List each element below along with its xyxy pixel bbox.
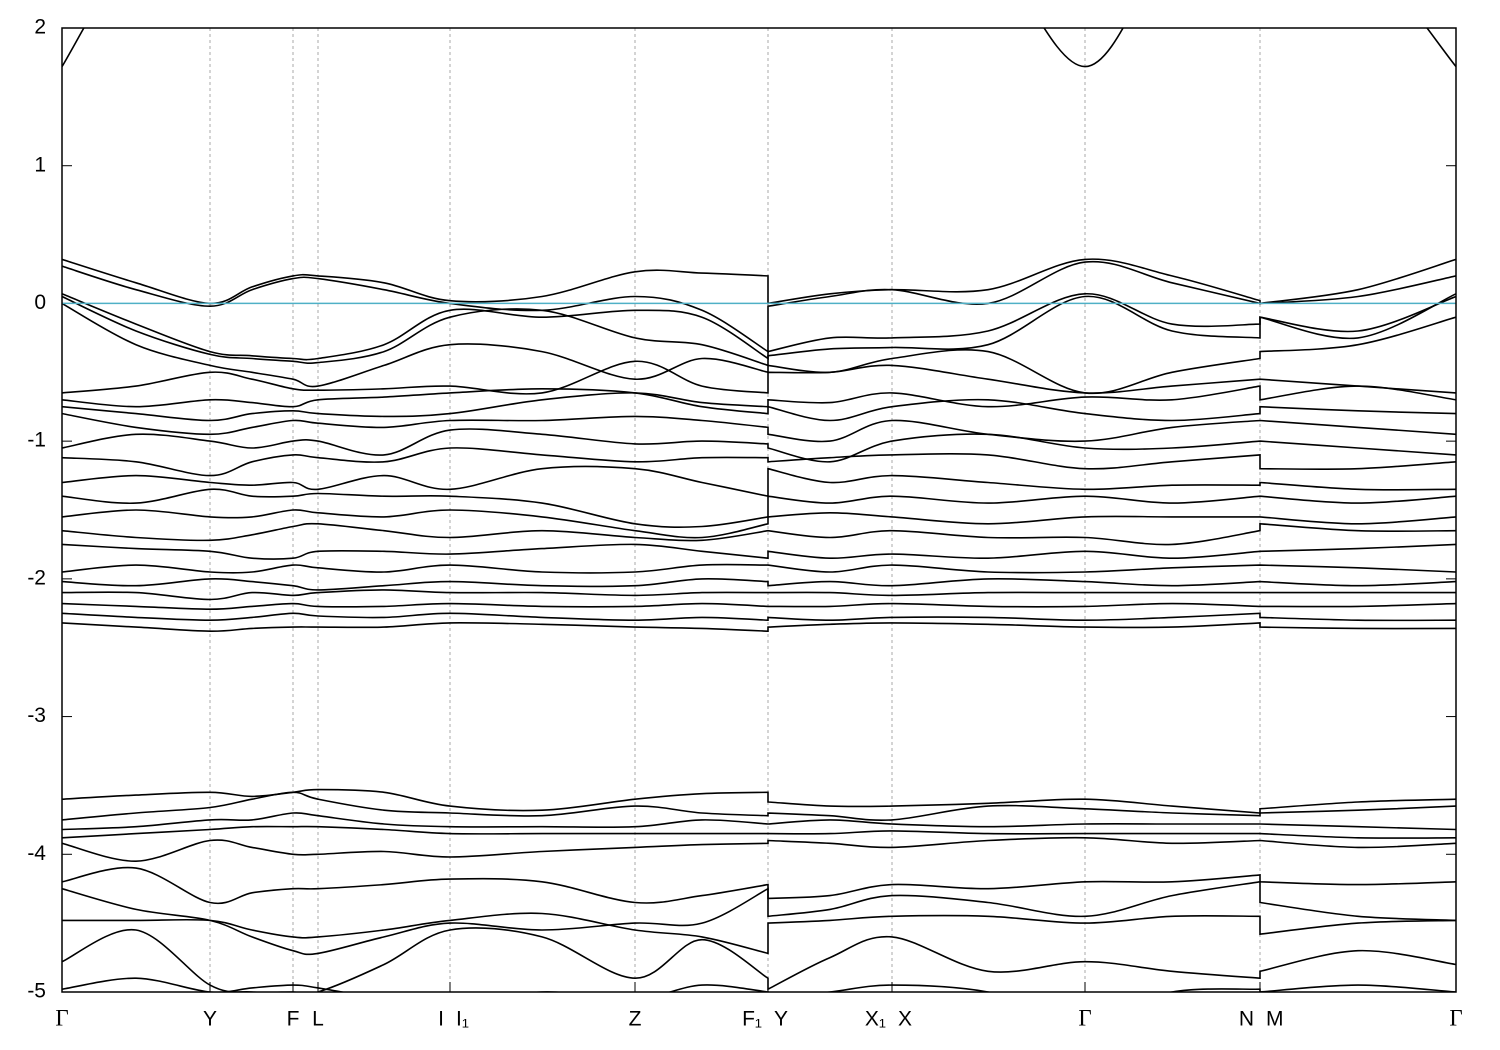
band-line	[62, 912, 1456, 955]
band-line	[62, 602, 1456, 611]
band-line	[62, 392, 1456, 422]
band-line	[62, 412, 1456, 443]
band-line	[62, 258, 1456, 305]
band-line	[62, 791, 1456, 822]
band-line	[62, 488, 1456, 528]
labels: 2 1 0 -1 -2 -3 -4 -5 Γ Y F L I I₁ Z F₁ Y X₁ X Γ N M Γ	[27, 16, 1462, 1031]
band-line	[62, 295, 1456, 367]
x-tick-label: Y	[203, 1008, 217, 1031]
band-line	[62, 28, 1456, 68]
band-line	[62, 543, 1456, 560]
band-line	[62, 577, 1456, 591]
y-tick-label: -1	[27, 429, 46, 452]
x-tick-label: X₁	[865, 1008, 886, 1031]
band-line	[62, 788, 1456, 814]
y-tick-label: 1	[34, 153, 46, 176]
band-line	[62, 812, 1456, 831]
y-tick-label: -4	[27, 842, 46, 865]
band-line	[62, 447, 1456, 477]
x-tick-label: F	[287, 1008, 300, 1031]
band-line	[62, 385, 1456, 415]
x-tick-label: I	[438, 1008, 444, 1031]
band-line	[62, 612, 1456, 622]
band-line	[62, 465, 1456, 498]
y-tick-label: -5	[27, 980, 46, 1003]
band-line	[62, 825, 1456, 839]
x-tick-label: Z	[629, 1008, 642, 1031]
x-tick-label: L	[312, 1008, 324, 1031]
x-tick-label: Γ	[1449, 1005, 1462, 1030]
band-line	[62, 622, 1456, 633]
x-tick-label: Y	[774, 1008, 788, 1031]
y-tick-label: 2	[34, 16, 46, 39]
y-tick-label: 0	[34, 291, 46, 314]
band-line	[62, 563, 1456, 574]
y-tick-label: -2	[27, 566, 46, 589]
band-line	[62, 428, 1456, 463]
band-line	[62, 927, 1456, 992]
bands	[62, 28, 1456, 992]
x-tick-label: M	[1266, 1008, 1284, 1031]
band-line	[62, 866, 1456, 905]
plot-frame	[61, 27, 1457, 993]
band-line	[62, 589, 1456, 601]
x-tick-label: N	[1239, 1008, 1254, 1031]
band-line	[62, 292, 1456, 361]
grid	[61, 27, 1457, 993]
band-line	[62, 360, 1456, 395]
band-line	[62, 302, 1456, 395]
x-tick-label: F₁	[742, 1008, 762, 1031]
band-line	[62, 880, 1456, 956]
band-line	[62, 836, 1456, 863]
band-line	[62, 509, 1456, 539]
x-tick-label: X	[898, 1008, 912, 1031]
y-tick-label: -3	[27, 704, 46, 727]
x-tick-label: Γ	[55, 1005, 68, 1030]
band-line	[62, 522, 1456, 546]
x-tick-label: Γ	[1078, 1005, 1091, 1030]
x-tick-label: I₁	[456, 1008, 469, 1031]
band-line	[62, 260, 1456, 354]
